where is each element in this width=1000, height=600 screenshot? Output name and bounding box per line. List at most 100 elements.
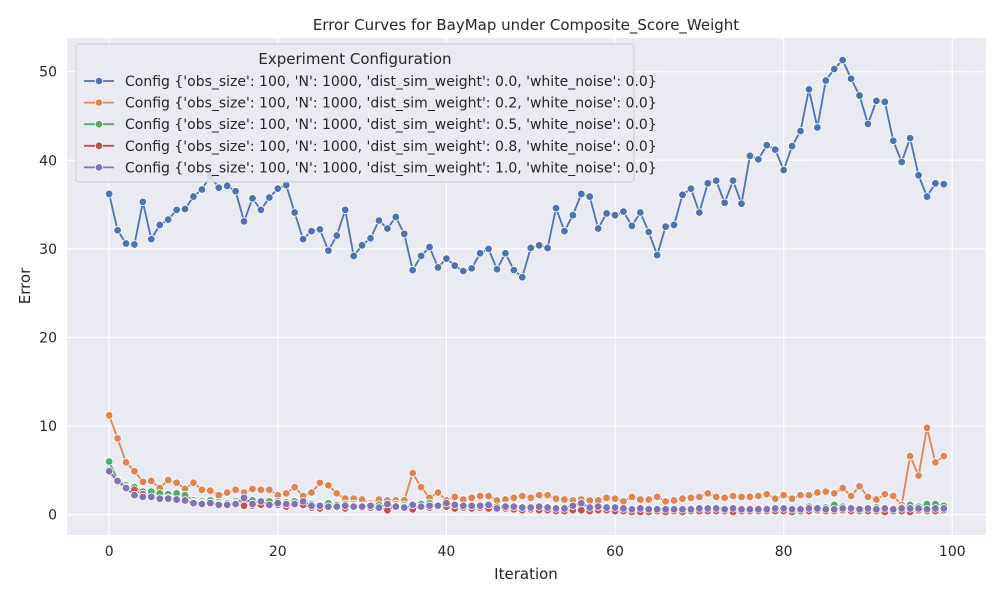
data-point bbox=[619, 497, 628, 506]
data-point bbox=[846, 491, 856, 501]
data-point bbox=[518, 503, 527, 512]
data-point bbox=[627, 492, 637, 502]
data-point bbox=[433, 501, 443, 510]
data-point bbox=[265, 485, 274, 495]
data-point bbox=[172, 495, 181, 504]
data-point bbox=[256, 485, 266, 495]
data-point bbox=[104, 189, 114, 199]
y-tick-label: 20 bbox=[39, 330, 57, 346]
data-point bbox=[341, 205, 350, 215]
data-point bbox=[492, 504, 502, 513]
data-point bbox=[130, 467, 139, 476]
data-point bbox=[610, 494, 620, 503]
data-point bbox=[341, 501, 350, 510]
legend-label: Config {'obs_size': 100, 'N': 1000, 'dis… bbox=[125, 74, 657, 90]
data-point bbox=[577, 498, 586, 508]
data-point bbox=[669, 496, 679, 505]
data-point bbox=[450, 500, 460, 510]
data-point bbox=[585, 496, 594, 505]
y-tick-label: 10 bbox=[39, 419, 57, 435]
data-point bbox=[315, 501, 325, 510]
data-point bbox=[838, 55, 847, 65]
data-point bbox=[551, 203, 561, 213]
data-point bbox=[602, 503, 611, 512]
data-point bbox=[661, 222, 670, 231]
data-point bbox=[357, 502, 367, 511]
data-point bbox=[636, 504, 645, 513]
data-point bbox=[577, 505, 586, 515]
x-tick-label: 60 bbox=[606, 544, 624, 560]
data-point bbox=[577, 189, 586, 199]
data-point bbox=[214, 500, 223, 510]
data-point bbox=[130, 490, 139, 500]
data-point bbox=[830, 505, 839, 514]
data-point bbox=[720, 198, 729, 207]
data-point bbox=[400, 229, 409, 238]
data-point bbox=[248, 499, 257, 509]
data-point bbox=[172, 205, 181, 215]
data-point bbox=[298, 497, 308, 506]
data-point bbox=[374, 216, 384, 225]
data-point bbox=[602, 209, 611, 218]
data-point bbox=[138, 492, 148, 502]
data-point bbox=[400, 503, 409, 512]
data-point bbox=[745, 505, 755, 514]
data-point bbox=[189, 498, 198, 508]
data-point bbox=[846, 504, 856, 513]
data-point bbox=[754, 505, 763, 514]
data-point bbox=[180, 496, 190, 505]
data-point bbox=[349, 502, 358, 511]
data-point bbox=[248, 194, 257, 203]
data-point bbox=[248, 484, 257, 494]
data-point bbox=[872, 495, 881, 504]
data-point bbox=[433, 263, 443, 272]
series-layer bbox=[104, 55, 949, 517]
legend-label: Config {'obs_size': 100, 'N': 1000, 'dis… bbox=[125, 160, 657, 176]
data-point bbox=[644, 495, 653, 504]
data-point bbox=[796, 490, 805, 500]
legend-marker bbox=[94, 98, 104, 107]
data-point bbox=[442, 254, 451, 263]
data-point bbox=[644, 227, 653, 237]
data-point bbox=[889, 505, 898, 514]
data-point bbox=[821, 76, 831, 85]
data-point bbox=[695, 208, 704, 217]
data-point bbox=[206, 498, 215, 508]
data-point bbox=[568, 210, 578, 220]
data-point bbox=[889, 136, 898, 145]
data-point bbox=[138, 477, 148, 487]
data-point bbox=[813, 504, 822, 513]
data-point bbox=[121, 239, 131, 248]
data-point bbox=[796, 126, 805, 136]
data-point bbox=[433, 488, 443, 497]
data-point bbox=[787, 494, 797, 503]
series-line bbox=[108, 415, 945, 507]
data-point bbox=[560, 504, 569, 513]
data-point bbox=[610, 503, 620, 512]
data-point bbox=[551, 494, 561, 503]
data-point bbox=[678, 190, 687, 200]
data-point bbox=[652, 492, 662, 502]
x-tick-label: 20 bbox=[269, 544, 287, 560]
data-point bbox=[475, 501, 485, 510]
data-point bbox=[324, 246, 333, 255]
data-point bbox=[172, 478, 181, 487]
data-point bbox=[231, 485, 240, 495]
data-point bbox=[703, 179, 712, 188]
legend-title: Experiment Configuration bbox=[258, 50, 451, 68]
data-point bbox=[712, 176, 721, 185]
data-point bbox=[661, 497, 670, 506]
data-point bbox=[652, 250, 662, 260]
data-point bbox=[189, 478, 198, 487]
data-point bbox=[619, 504, 628, 513]
data-point bbox=[830, 489, 839, 498]
data-point bbox=[560, 226, 569, 236]
data-point bbox=[737, 492, 746, 502]
data-point bbox=[838, 504, 847, 513]
data-point bbox=[484, 244, 493, 254]
data-point bbox=[475, 249, 485, 258]
data-point bbox=[324, 481, 333, 490]
data-point bbox=[754, 155, 763, 164]
y-tick-label: 40 bbox=[39, 153, 57, 169]
data-point bbox=[163, 494, 173, 503]
